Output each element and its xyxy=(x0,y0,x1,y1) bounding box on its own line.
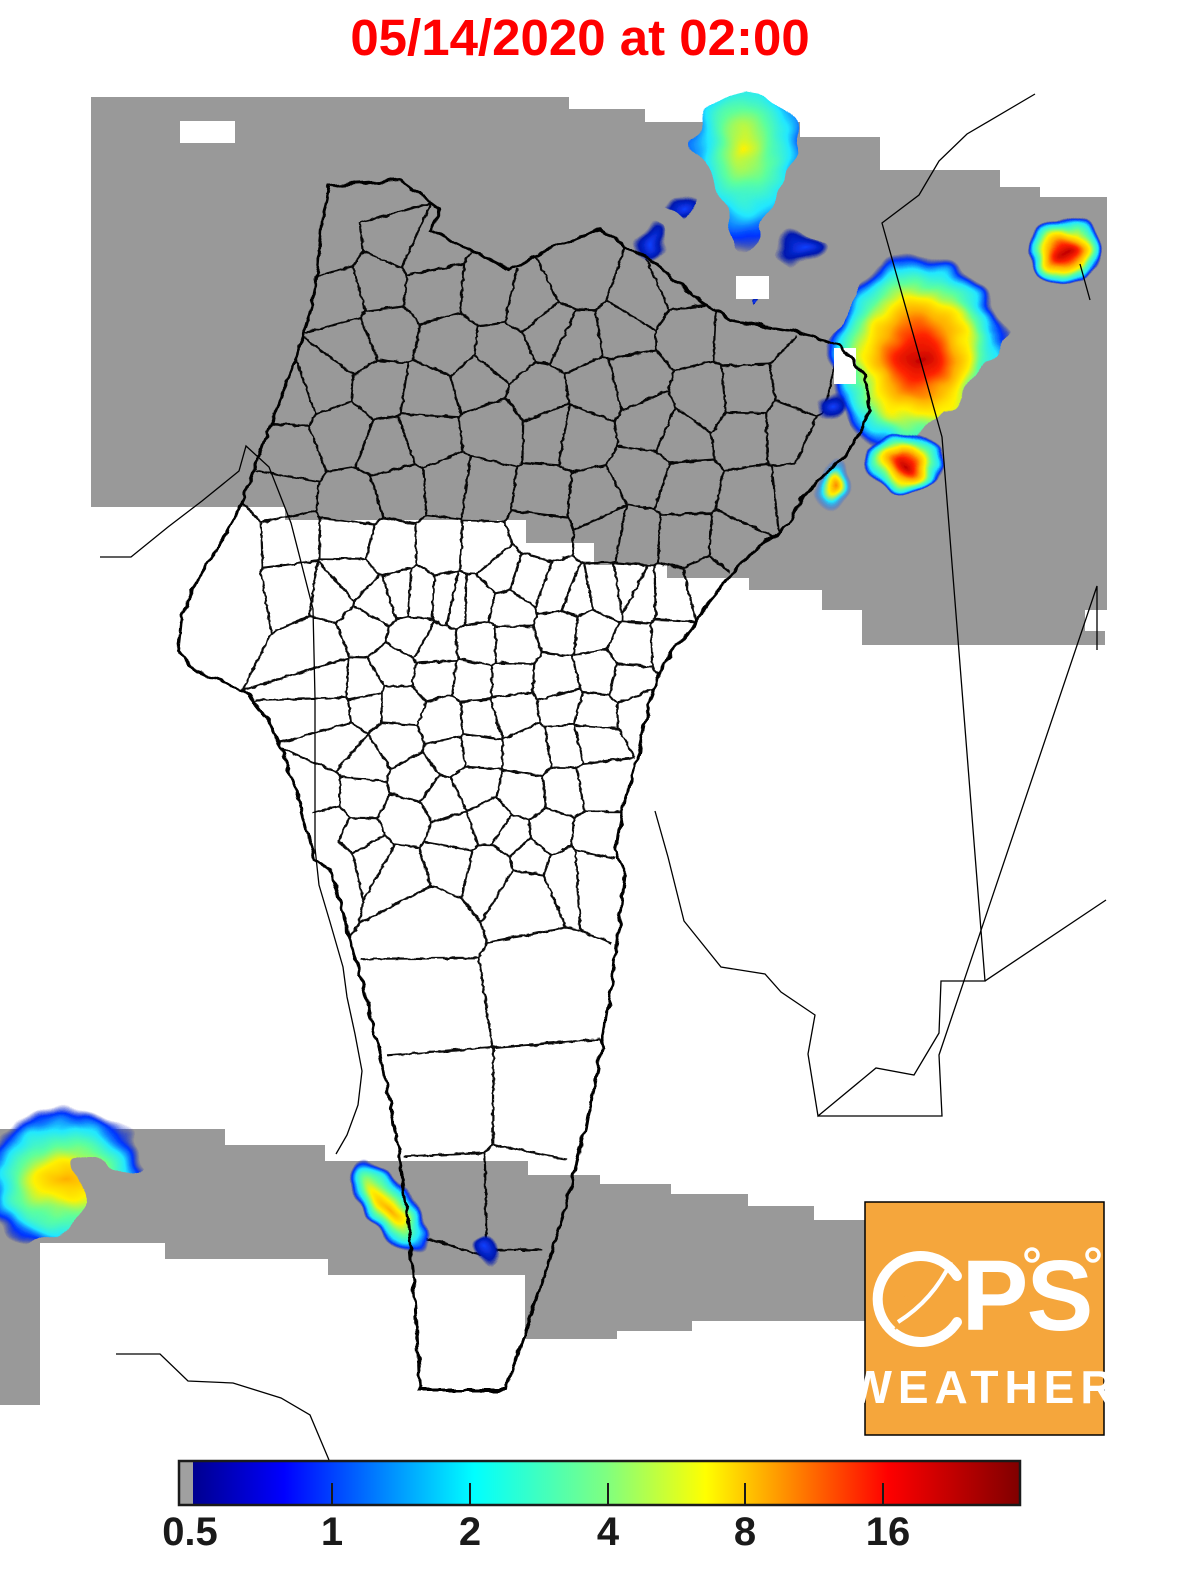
svg-text:16: 16 xyxy=(866,1510,911,1554)
svg-text:P: P xyxy=(962,1240,1029,1352)
svg-text:WEATHER: WEATHER xyxy=(848,1361,1119,1413)
svg-text:2: 2 xyxy=(459,1510,481,1554)
svg-text:8: 8 xyxy=(734,1510,756,1554)
svg-text:1: 1 xyxy=(321,1510,343,1554)
svg-text:4: 4 xyxy=(597,1510,620,1554)
svg-text:0.5: 0.5 xyxy=(162,1510,218,1554)
